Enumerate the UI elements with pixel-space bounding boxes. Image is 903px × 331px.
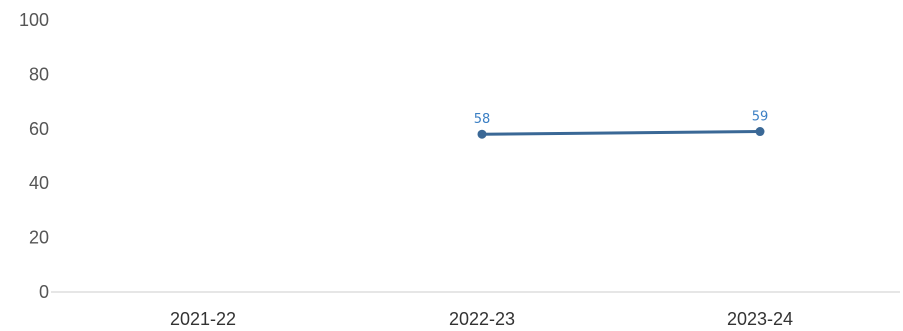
y-tick-label: 20 xyxy=(29,228,49,248)
data-point[interactable] xyxy=(477,129,487,139)
series-line xyxy=(480,130,762,136)
y-tick-label: 0 xyxy=(39,282,49,302)
x-tick-label: 2021-22 xyxy=(170,309,236,329)
y-tick-label: 100 xyxy=(19,10,49,30)
y-tick-label: 60 xyxy=(29,119,49,139)
x-axis: 2021-22 2022-23 2023-24 xyxy=(64,291,900,329)
data-point[interactable] xyxy=(755,127,765,137)
x-tick-label: 2023-24 xyxy=(727,309,793,329)
series-line-group: 58 59 xyxy=(474,110,769,139)
data-label: 58 xyxy=(474,112,491,127)
data-label: 59 xyxy=(752,110,769,125)
x-tick-label: 2022-23 xyxy=(449,309,515,329)
y-tick-label: 40 xyxy=(29,173,49,193)
y-tick-label: 80 xyxy=(29,64,49,84)
y-axis: 0 20 40 60 80 100 xyxy=(19,10,64,302)
